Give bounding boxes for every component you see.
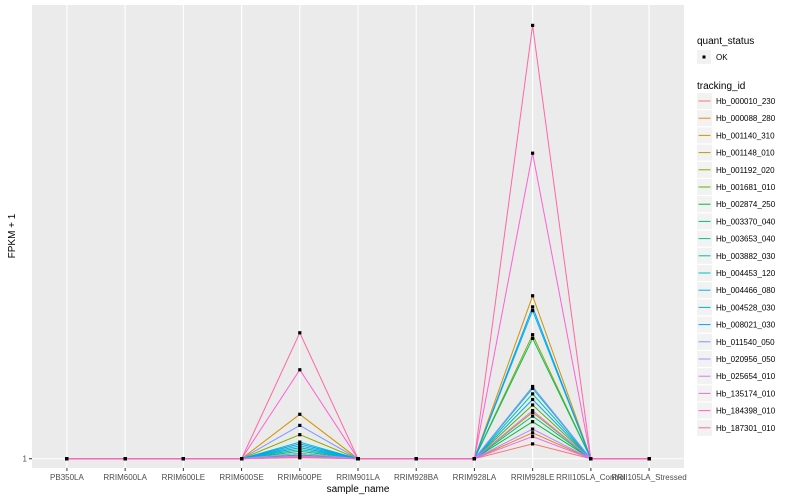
legend-label: Hb_020956_050 bbox=[716, 355, 776, 364]
data-point bbox=[298, 446, 302, 450]
legend-label: Hb_011540_050 bbox=[716, 338, 775, 347]
data-point bbox=[65, 457, 69, 461]
legend-label: Hb_000088_280 bbox=[716, 114, 776, 123]
x-axis-ticks: PB350LA RRIM600LA RRIM600LE RRIM600SE RRIM60… bbox=[50, 468, 687, 482]
data-point bbox=[531, 23, 535, 27]
data-points bbox=[65, 23, 651, 461]
data-point bbox=[298, 451, 302, 455]
data-point bbox=[240, 457, 244, 461]
legend-label: Hb_003653_040 bbox=[716, 235, 776, 244]
data-point bbox=[531, 431, 535, 435]
legend-label: Hb_004528_030 bbox=[716, 303, 776, 312]
data-point bbox=[181, 457, 185, 461]
x-tick-label: RRIM928BA bbox=[394, 473, 439, 482]
data-point bbox=[531, 151, 535, 155]
data-point bbox=[531, 427, 535, 431]
data-point bbox=[298, 442, 302, 446]
legend-label: Hb_025654_010 bbox=[716, 372, 776, 381]
y-axis-ticks: 1 bbox=[23, 455, 32, 464]
data-point bbox=[531, 333, 535, 337]
data-point bbox=[531, 386, 535, 390]
data-point bbox=[298, 368, 302, 372]
x-axis-title: sample_name bbox=[327, 484, 390, 495]
gridlines bbox=[32, 5, 684, 468]
data-point bbox=[298, 331, 302, 335]
data-point bbox=[531, 392, 535, 396]
data-point bbox=[356, 457, 360, 461]
data-point bbox=[298, 433, 302, 437]
data-point bbox=[647, 457, 651, 461]
data-point bbox=[531, 294, 535, 298]
data-point bbox=[298, 412, 302, 416]
legend-label: OK bbox=[716, 53, 728, 62]
y-tick-label: 1 bbox=[23, 455, 28, 464]
data-point bbox=[531, 414, 535, 418]
legend-label: Hb_001681_010 bbox=[716, 183, 776, 192]
data-point bbox=[298, 449, 302, 453]
x-tick-label: RRII105LA_Stressed bbox=[611, 473, 686, 482]
legend-color-title: tracking_id bbox=[697, 81, 745, 92]
data-point bbox=[123, 457, 127, 461]
legend-label: Hb_004453_120 bbox=[716, 269, 776, 278]
x-tick-label: RRIM600PE bbox=[278, 473, 322, 482]
data-point bbox=[298, 444, 302, 448]
legend-tracking-id: tracking_id Hb_000010_230 Hb_000088_280 Hb… bbox=[697, 81, 776, 436]
data-point bbox=[531, 309, 535, 313]
legend-label: Hb_001140_310 bbox=[716, 131, 775, 140]
data-point bbox=[531, 384, 535, 389]
x-tick-label: RRIM600SE bbox=[219, 473, 263, 482]
legend-label: Hb_000010_230 bbox=[716, 97, 776, 106]
data-point bbox=[531, 410, 535, 414]
x-tick-label: RRIM901LA bbox=[336, 473, 380, 482]
x-tick-label: RRIM928LE bbox=[511, 473, 555, 482]
data-point bbox=[531, 442, 535, 446]
legend-label: Hb_001148_010 bbox=[716, 149, 775, 158]
x-tick-label: RRIM928LA bbox=[453, 473, 497, 482]
legend-label: Hb_001192_020 bbox=[716, 166, 775, 175]
data-point bbox=[531, 336, 535, 340]
legend-label: Hb_004466_080 bbox=[716, 286, 776, 295]
data-point bbox=[531, 409, 535, 413]
legend-label: Hb_187301_010 bbox=[716, 424, 776, 433]
data-point bbox=[589, 457, 593, 461]
x-tick-label: RRIM600LA bbox=[103, 473, 147, 482]
legend-quant-status: quant_status OK bbox=[697, 36, 754, 64]
data-point bbox=[531, 397, 535, 402]
data-point bbox=[531, 305, 535, 309]
x-tick-label: PB350LA bbox=[50, 473, 84, 482]
data-point bbox=[531, 434, 535, 439]
data-point bbox=[298, 455, 302, 459]
legend-label: Hb_003370_040 bbox=[716, 217, 776, 226]
data-point bbox=[298, 447, 302, 452]
x-tick-label: RRII105LA_Control bbox=[556, 473, 626, 482]
y-axis-title: FPKM + 1 bbox=[7, 213, 18, 258]
legend-label: Hb_008021_030 bbox=[716, 321, 776, 330]
data-point bbox=[531, 403, 535, 407]
legend-label: Hb_184398_010 bbox=[716, 407, 776, 416]
legend-label: Hb_003882_030 bbox=[716, 252, 776, 261]
data-point bbox=[531, 420, 535, 424]
data-point bbox=[472, 457, 476, 461]
legend-label: Hb_135174_010 bbox=[716, 389, 776, 398]
x-tick-label: RRIM600LE bbox=[162, 473, 206, 482]
legend-shape-title: quant_status bbox=[697, 36, 754, 47]
data-point bbox=[298, 440, 302, 444]
legend-label: Hb_002874_250 bbox=[716, 200, 776, 209]
legend-key-point bbox=[702, 55, 706, 59]
data-point bbox=[298, 423, 302, 427]
data-point bbox=[414, 457, 418, 461]
